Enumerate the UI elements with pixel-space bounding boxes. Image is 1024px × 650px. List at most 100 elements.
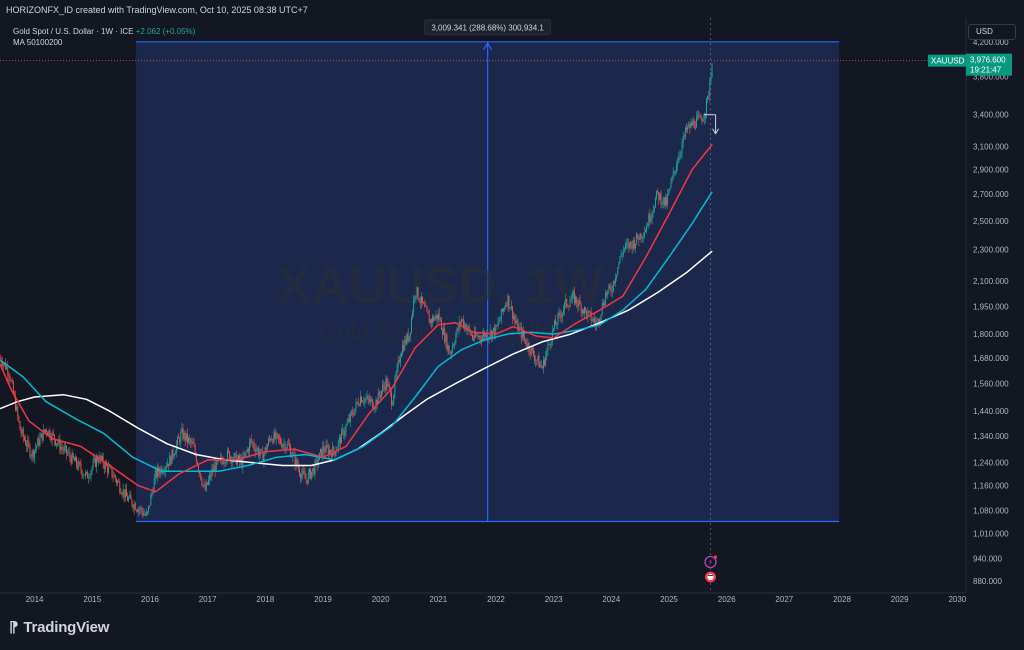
- candle-body: [315, 459, 317, 462]
- candle-body: [514, 316, 516, 320]
- candle-body: [623, 248, 625, 250]
- candle-body: [32, 450, 34, 458]
- candle-body: [527, 343, 529, 348]
- candle-body: [151, 492, 153, 495]
- candle-body: [159, 472, 161, 475]
- candle-body: [568, 306, 570, 308]
- candle-body: [504, 308, 506, 309]
- candle-body: [641, 236, 643, 239]
- candle-body: [357, 402, 359, 406]
- candle-body: [28, 440, 30, 446]
- candle-body: [92, 460, 94, 468]
- candle-body: [367, 396, 369, 399]
- candle-body: [193, 443, 195, 447]
- candle-body: [201, 479, 203, 485]
- currency-button[interactable]: USD: [968, 24, 1016, 40]
- tradingview-logo: ⁋ TradingView: [9, 618, 109, 636]
- candle-body: [174, 452, 176, 456]
- candle-body: [438, 313, 440, 320]
- candle-body: [366, 396, 368, 399]
- candle-body: [120, 491, 122, 494]
- candle-body: [682, 135, 684, 144]
- price-tick-label: 4,200.000: [973, 38, 1009, 47]
- candle-body: [509, 307, 511, 309]
- candle-body: [262, 450, 264, 462]
- candle-body: [254, 447, 256, 452]
- candle-body: [172, 449, 174, 457]
- candle-body: [674, 170, 676, 172]
- candle-body: [194, 446, 196, 455]
- candle-body: [87, 472, 89, 479]
- candle-body: [9, 376, 11, 381]
- candle-body: [434, 317, 436, 321]
- candle-body: [80, 464, 82, 471]
- candle-body: [452, 346, 453, 352]
- candle-body: [546, 350, 548, 356]
- time-tick-label: 2026: [718, 595, 736, 604]
- candle-body: [25, 439, 26, 445]
- candle-body: [450, 351, 452, 354]
- candle-body: [677, 162, 679, 166]
- candle-body: [53, 434, 55, 441]
- candle-body: [701, 119, 703, 122]
- candle-body: [595, 321, 597, 326]
- candle-body: [152, 492, 154, 493]
- candle-body: [365, 398, 367, 400]
- candle-body: [128, 497, 130, 501]
- candle-body: [274, 432, 276, 439]
- candle-body: [66, 445, 67, 454]
- candle-body: [564, 302, 565, 310]
- candle-body: [186, 433, 188, 443]
- candle-body: [531, 347, 533, 350]
- candle-body: [161, 467, 163, 473]
- candle-body: [656, 190, 658, 199]
- candle-body: [569, 302, 571, 307]
- candle-body: [328, 449, 330, 455]
- time-tick-label: 2014: [26, 595, 44, 604]
- candle-body: [220, 457, 222, 459]
- candle-body: [251, 439, 253, 443]
- candle-body: [41, 433, 43, 441]
- candle-body: [114, 475, 116, 480]
- candle-body: [259, 453, 260, 456]
- candle-body: [96, 457, 97, 467]
- candle-body: [402, 345, 404, 354]
- candle-body: [223, 462, 225, 465]
- candle-body: [377, 392, 379, 404]
- candle-body: [468, 326, 470, 330]
- candle-body: [215, 459, 217, 472]
- chart-pane[interactable]: XAUUSD, 1W Gold Spot / U.S. Dollar 3,009.3…: [0, 18, 1024, 616]
- candle-body: [19, 421, 21, 431]
- candle-body: [188, 437, 189, 443]
- candle-body: [330, 449, 331, 453]
- candle-body: [500, 309, 502, 319]
- candle-body: [459, 321, 461, 324]
- candle-body: [399, 357, 401, 363]
- candle-body: [222, 460, 224, 465]
- candle-body: [229, 451, 231, 461]
- candle-body: [684, 127, 686, 137]
- candle-body: [395, 375, 397, 380]
- ma-legend[interactable]: MA 50100200: [13, 38, 63, 47]
- candle-body: [313, 467, 315, 475]
- candle-body: [469, 329, 471, 335]
- candle-body: [620, 255, 622, 257]
- candle-body: [283, 443, 285, 445]
- candle-body: [615, 278, 616, 283]
- candle-body: [579, 299, 581, 304]
- candle-body: [574, 292, 575, 304]
- candle-body: [698, 115, 700, 117]
- candle-body: [183, 432, 185, 439]
- candle-body: [381, 390, 382, 397]
- candle-body: [401, 353, 402, 358]
- candle-body: [597, 319, 599, 324]
- candle-body: [275, 433, 277, 439]
- price-tick-label: 2,300.000: [973, 246, 1009, 255]
- candle-body: [691, 122, 693, 126]
- candle-body: [447, 345, 449, 350]
- candle-body: [276, 433, 278, 435]
- candle-body: [47, 432, 49, 435]
- candle-body: [281, 443, 283, 448]
- candle-body: [79, 461, 81, 465]
